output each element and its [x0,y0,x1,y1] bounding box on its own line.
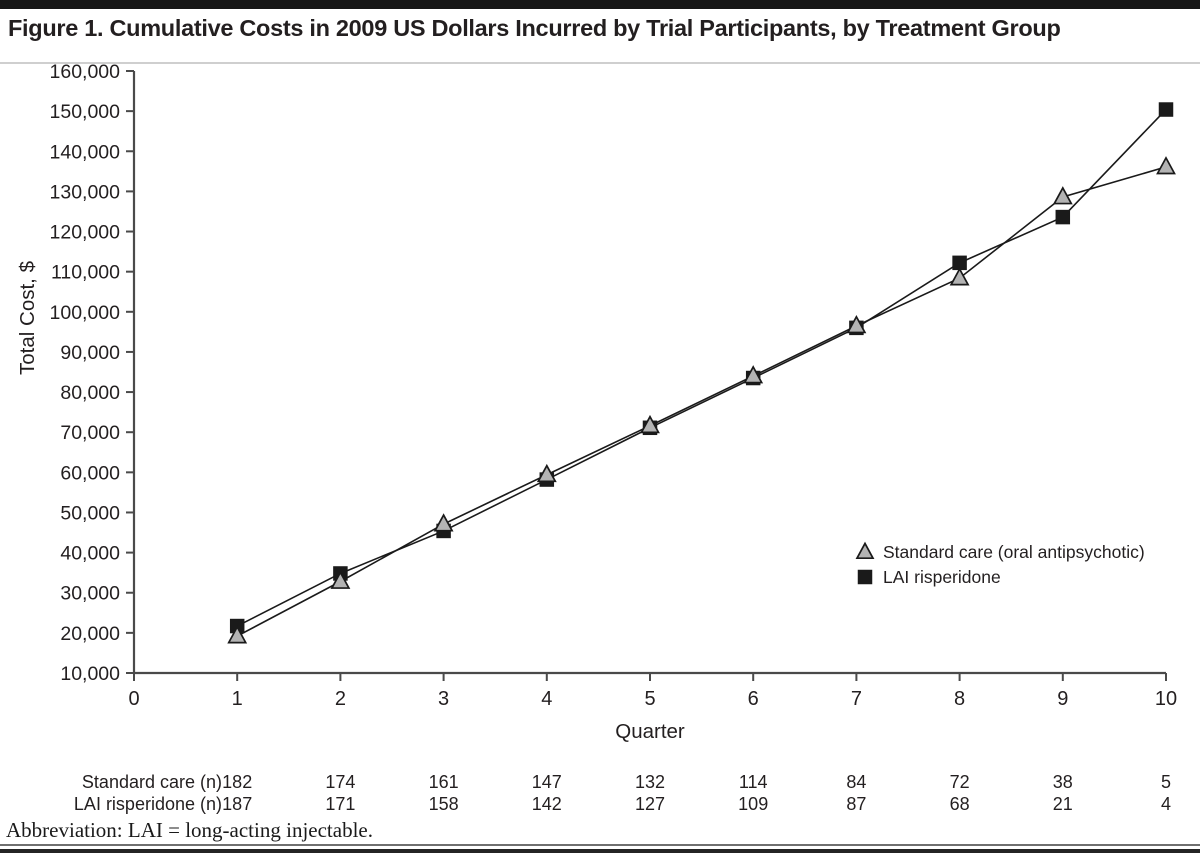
legend-label: Standard care (oral antipsychotic) [883,542,1145,562]
x-tick-label: 4 [541,688,552,710]
n-table-value: 21 [1053,794,1073,814]
triangle-marker [536,463,557,483]
y-axis-tick-labels: 10,000 20,000 30,000 40,000 50,000 60,000 70,0… [50,61,121,685]
series-markers [227,156,1176,644]
x-tick-label: 5 [644,688,655,710]
legend-triangle-icon [855,541,875,560]
y-tick-label: 60,000 [60,462,120,484]
n-table-value: 161 [429,772,459,792]
n-table-value: 174 [325,772,355,792]
x-axis-title: Quarter [615,720,685,743]
y-tick-label: 70,000 [60,422,120,444]
n-table: Standard care (n) 182 174 161 147 132 114 84 72 3… [74,772,1171,814]
legend-square-icon [857,569,873,585]
y-tick-label: 80,000 [60,382,120,404]
n-table-value: 68 [950,794,970,814]
top-border-rule [0,0,1200,9]
triangle-marker [743,365,764,384]
legend-label: LAI risperidone [883,567,1001,587]
y-tick-label: 20,000 [60,623,120,645]
x-tick-label: 0 [128,688,139,710]
triangle-marker [846,314,867,334]
n-table-value: 5 [1161,772,1171,792]
x-tick-label: 6 [748,688,759,710]
n-table-value: 142 [532,794,562,814]
n-table-value: 4 [1161,794,1171,814]
x-tick-label: 3 [438,688,449,710]
y-axis-title: Total Cost, $ [16,260,39,375]
n-table-value: 182 [222,772,252,792]
y-tick-label: 40,000 [60,543,120,565]
x-tick-label: 10 [1155,688,1177,710]
square-marker [952,255,967,271]
n-table-value: 127 [635,794,665,814]
title-underline-rule [0,62,1200,64]
y-tick-label: 130,000 [50,181,121,203]
x-tick-label: 9 [1057,688,1068,710]
square-marker [1158,102,1174,117]
bottom-rule-thin [0,844,1200,846]
n-table-value: 109 [738,794,768,814]
square-marker [1055,209,1071,225]
x-axis-tick-labels: 0 1 2 3 4 5 6 7 8 9 10 [128,688,1177,710]
x-axis-ticks [133,673,1167,681]
triangle-marker [227,625,248,644]
y-tick-label: 110,000 [51,262,120,284]
x-tick-label: 1 [232,688,243,710]
y-tick-label: 10,000 [60,663,120,685]
n-table-value: 158 [429,794,459,814]
legend: Standard care (oral antipsychotic) LAI ri… [855,541,1145,587]
triangle-marker [1052,186,1073,205]
triangle-marker [330,570,351,589]
y-tick-label: 50,000 [60,502,120,524]
axis-frame [132,71,1166,675]
triangle-marker [1156,156,1176,175]
x-tick-label: 8 [954,688,965,710]
n-table-value: 132 [635,772,665,792]
bottom-rule-thick [0,849,1200,853]
y-tick-label: 120,000 [50,222,121,244]
triangle-marker [949,267,970,286]
y-tick-label: 140,000 [50,141,121,163]
n-table-value: 187 [222,794,252,814]
figure-title: Figure 1. Cumulative Costs in 2009 US Do… [8,15,1061,41]
n-table-row-label: Standard care (n) [82,772,222,792]
n-table-value: 114 [739,772,768,792]
x-tick-label: 7 [851,688,862,710]
n-table-value: 87 [846,794,866,814]
series-line [236,166,1167,637]
triangle-marker [433,513,454,532]
n-table-value: 72 [950,772,970,792]
axes [132,71,1166,675]
n-table-row-label: LAI risperidone (n) [74,794,222,814]
y-tick-label: 100,000 [50,302,121,324]
y-axis-ticks [126,70,134,674]
y-tick-label: 150,000 [50,101,121,123]
n-table-value: 171 [325,794,355,814]
triangle-marker [640,414,660,434]
y-tick-label: 30,000 [60,583,120,605]
n-table-value: 147 [532,772,562,792]
abbreviation-note: Abbreviation: LAI = long-acting injectab… [6,818,373,842]
x-tick-label: 2 [335,688,346,710]
y-tick-label: 160,000 [50,61,121,83]
n-table-value: 38 [1053,772,1073,792]
y-tick-label: 90,000 [60,342,120,364]
n-table-value: 84 [846,772,866,792]
series-line [236,108,1167,627]
